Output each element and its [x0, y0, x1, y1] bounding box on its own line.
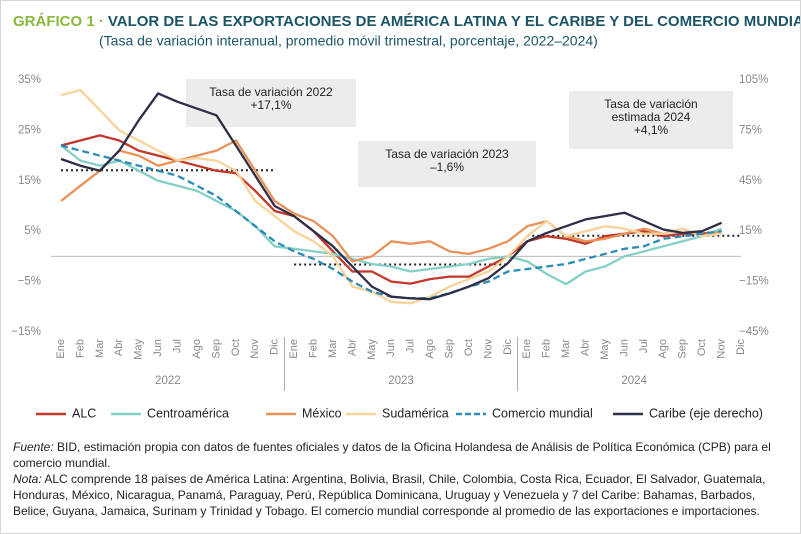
- y-tick-label: 35%: [18, 74, 41, 86]
- x-tick-label: Mar: [560, 339, 572, 358]
- x-tick-label: Abr: [579, 339, 591, 356]
- x-tick-label: Jun: [385, 339, 397, 357]
- annotation-text: estimada 2024: [612, 110, 691, 124]
- series-line: [60, 139, 722, 263]
- figure-label: GRÁFICO 1 ·: [13, 13, 104, 30]
- y2-tick-label: −15%: [739, 276, 769, 288]
- x-tick-label: May: [366, 339, 378, 360]
- x-tick-label: Mar: [327, 339, 339, 358]
- x-tick-label: Nov: [715, 339, 727, 359]
- series-line: [60, 88, 722, 305]
- x-tick-label: Dic: [735, 339, 747, 355]
- x-tick-label: Jul: [638, 339, 650, 353]
- series-line: [60, 92, 723, 301]
- x-tick-label: Sep: [677, 339, 689, 359]
- x-tick-label: Abr: [113, 339, 125, 356]
- x-tick-label: May: [599, 339, 611, 360]
- notes: Fuente: BID, estimación propia con datos…: [13, 439, 791, 519]
- x-tick-label: Feb: [307, 339, 319, 358]
- source-note: Fuente: BID, estimación propia con datos…: [13, 439, 791, 471]
- y-tick-label: 5%: [24, 225, 41, 237]
- legend-label: México: [302, 406, 342, 420]
- x-tick-label: Sep: [210, 339, 222, 359]
- annotation-text: Tasa de variación: [604, 97, 697, 111]
- x-tick-label: Oct: [230, 339, 242, 356]
- x-tick-label: Ene: [288, 339, 300, 359]
- x-tick-label: Oct: [696, 339, 708, 356]
- source-text: BID, estimación propia con datos de fuen…: [13, 440, 771, 470]
- x-group-label: 2022: [155, 375, 181, 387]
- annotation-value: +17,1%: [250, 98, 291, 112]
- x-tick-label: May: [133, 339, 145, 360]
- legend-label: Comercio mundial: [492, 406, 593, 420]
- x-tick-label: Oct: [463, 339, 475, 356]
- chart: GRÁFICO 1 · VALOR DE LAS EXPORTACIONES DE…: [11, 13, 801, 420]
- y2-tick-label: 75%: [739, 124, 762, 136]
- note-label: Nota:: [13, 472, 42, 486]
- x-tick-label: Ago: [191, 339, 203, 359]
- y-tick-label: 25%: [18, 124, 41, 136]
- x-tick-label: Mar: [94, 339, 106, 358]
- x-tick-label: Jul: [171, 339, 183, 353]
- annotation-box: [569, 91, 733, 149]
- source-label: Fuente:: [13, 440, 54, 454]
- legend-label: Centroamérica: [147, 406, 229, 420]
- x-tick-label: Feb: [541, 339, 553, 358]
- x-group-label: 2024: [621, 375, 647, 387]
- x-tick-label: Jun: [618, 339, 630, 357]
- annotation-text: Tasa de variación 2022: [209, 85, 333, 99]
- legend-label: ALC: [72, 406, 96, 420]
- x-tick-label: Nov: [482, 339, 494, 359]
- x-tick-label: Ene: [521, 339, 533, 359]
- y-tick-label: 15%: [18, 175, 41, 187]
- annotation-text: Tasa de variación 2023: [385, 147, 509, 161]
- annotation-box: [358, 141, 536, 187]
- x-tick-label: Dic: [502, 339, 514, 355]
- x-tick-label: Nov: [249, 339, 261, 359]
- series-line: [60, 134, 722, 285]
- annotation-box: [186, 79, 356, 127]
- annotation-value: +4,1%: [634, 123, 669, 137]
- x-tick-label: Sep: [443, 339, 455, 359]
- y2-tick-label: 105%: [739, 74, 768, 86]
- x-tick-label: Ago: [424, 339, 436, 359]
- x-tick-label: Ene: [55, 339, 67, 359]
- y2-tick-label: 45%: [739, 175, 762, 187]
- x-tick-label: Dic: [269, 339, 281, 355]
- annotation-value: –1,6%: [430, 160, 464, 174]
- x-tick-label: Jul: [405, 339, 417, 353]
- y-tick-label: −15%: [11, 326, 41, 338]
- x-group-label: 2023: [388, 375, 414, 387]
- x-tick-label: Abr: [346, 339, 358, 356]
- y2-tick-label: 15%: [739, 225, 762, 237]
- chart-heading: GRÁFICO 1 · VALOR DE LAS EXPORTACIONES DE…: [13, 13, 801, 30]
- legend-label: Caribe (eje derecho): [649, 406, 763, 420]
- chart-title: VALOR DE LAS EXPORTACIONES DE AMÉRICA LA…: [108, 13, 801, 30]
- note: Nota: ALC comprende 18 países de América…: [13, 471, 791, 519]
- y2-tick-label: −45%: [739, 326, 769, 338]
- chart-subtitle: (Tasa de variación interanual, promedio …: [99, 33, 598, 49]
- x-tick-label: Ago: [657, 339, 669, 359]
- y-tick-label: −5%: [18, 276, 41, 288]
- x-tick-label: Jun: [152, 339, 164, 357]
- note-text: ALC comprende 18 países de América Latin…: [13, 472, 766, 518]
- series-line: [60, 144, 723, 286]
- x-tick-label: Feb: [74, 339, 86, 358]
- legend-label: Sudamérica: [382, 406, 449, 420]
